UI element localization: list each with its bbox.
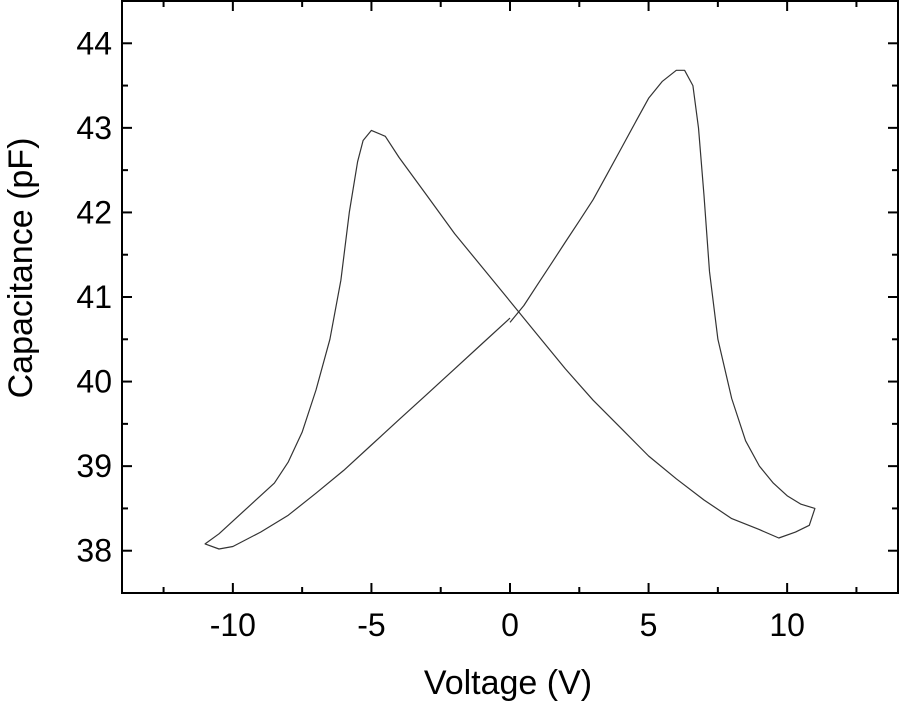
- y-tick-label: 43: [76, 110, 112, 146]
- x-tick-label: 10: [769, 607, 805, 643]
- x-tick-label: 5: [640, 607, 658, 643]
- y-tick-label: 40: [76, 364, 112, 400]
- y-tick-label: 41: [76, 279, 112, 315]
- x-axis-title: Voltage (V): [424, 664, 592, 702]
- y-tick-label: 39: [76, 448, 112, 484]
- plot-frame: [121, 0, 899, 594]
- series-line: [204, 69, 816, 550]
- x-tick-label: -10: [210, 607, 256, 643]
- series-group: [204, 69, 816, 550]
- y-tick-label: 42: [76, 194, 112, 230]
- x-tick-label: -5: [357, 607, 385, 643]
- y-axis-title: Capacitance (pF): [2, 138, 40, 399]
- x-tick-label: 0: [501, 607, 519, 643]
- axis-ticks: [122, 1, 898, 594]
- y-tick-label: 38: [76, 533, 112, 569]
- tick-labels: -10 -5 0 5 10 38 39 40 41 42 43 44: [76, 25, 805, 643]
- y-tick-label: 44: [76, 25, 112, 61]
